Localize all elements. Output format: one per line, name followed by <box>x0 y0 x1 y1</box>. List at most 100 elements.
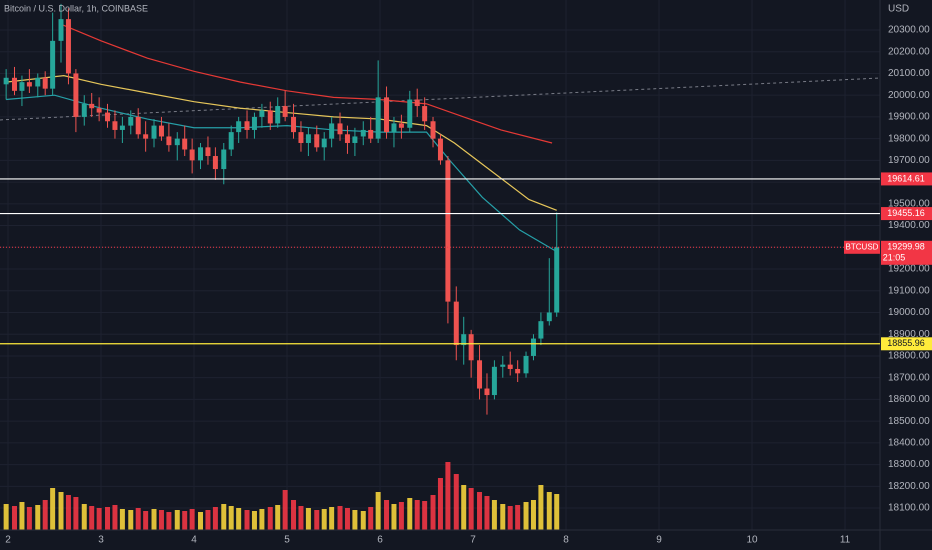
candle-body <box>554 247 560 313</box>
volume-bar <box>314 510 320 530</box>
volume-bar <box>112 505 118 530</box>
volume-bar <box>19 502 25 530</box>
volume-bar <box>546 492 552 530</box>
candle-body <box>19 82 25 91</box>
candle-body <box>212 156 218 170</box>
candle-body <box>119 125 125 130</box>
candle-body <box>128 116 134 126</box>
volume-bar <box>119 509 125 530</box>
candle-body <box>461 334 467 346</box>
candle-body <box>65 19 71 74</box>
candle-body <box>375 97 381 139</box>
candle-body <box>507 364 513 369</box>
x-tick-label: 6 <box>377 535 383 546</box>
moving-average <box>6 94 558 253</box>
volume-bar <box>105 507 111 530</box>
volume-bar <box>151 509 157 530</box>
volume-bar <box>228 506 234 530</box>
y-tick-label: 19000.00 <box>888 307 930 318</box>
volume-bar <box>538 485 544 530</box>
x-tick-label: 5 <box>284 535 290 546</box>
x-tick-label: 7 <box>470 535 476 546</box>
y-tick-label: 18700.00 <box>888 372 930 383</box>
volume-bar <box>81 504 87 530</box>
candle-body <box>477 360 483 389</box>
candle-body <box>182 138 188 150</box>
volume-bar <box>491 500 497 530</box>
candle-body <box>174 138 180 146</box>
x-tick-label: 3 <box>98 535 104 546</box>
candle-body <box>291 116 297 133</box>
volume-bar <box>244 510 250 530</box>
volume-bar <box>282 490 288 530</box>
candle-body <box>314 134 320 148</box>
x-tick-label: 2 <box>5 535 11 546</box>
candle-body <box>89 103 95 109</box>
volume-bar <box>453 474 459 530</box>
volume-bar <box>523 502 529 530</box>
candle-body <box>344 134 350 143</box>
volume-bar <box>135 508 141 530</box>
candle-body <box>73 73 79 117</box>
y-tick-label: 20200.00 <box>888 46 930 57</box>
candle-body <box>158 125 164 137</box>
candle-body <box>205 147 211 157</box>
volume-bar <box>26 507 32 530</box>
candle-body <box>58 19 64 41</box>
price-tag <box>881 337 932 351</box>
volume-bar <box>42 500 48 530</box>
volume-bar <box>391 504 397 530</box>
candle-body <box>437 138 443 161</box>
x-tick-label: 11 <box>840 535 851 546</box>
volume-bar <box>477 492 483 530</box>
y-tick-label: 18900.00 <box>888 329 930 340</box>
volume-bar <box>368 507 374 530</box>
volume-bar <box>352 510 358 530</box>
y-tick-label: 19100.00 <box>888 285 930 296</box>
volume-bar <box>89 506 95 530</box>
y-tick-label: 19900.00 <box>888 112 930 123</box>
candle-body <box>251 116 257 130</box>
volume-bar <box>65 495 71 530</box>
volume-bar <box>205 510 211 530</box>
volume-bar <box>437 478 443 530</box>
volume-bar <box>468 488 474 530</box>
x-tick-label: 10 <box>746 535 758 546</box>
volume-bar <box>189 509 195 530</box>
candle-body <box>221 149 227 170</box>
volume-bar <box>143 511 149 530</box>
volume-bar <box>128 510 134 530</box>
volume-bar <box>212 507 218 530</box>
price-tag <box>881 172 932 186</box>
last-price-label: 19299.98 <box>887 242 925 252</box>
candle-body <box>398 123 404 128</box>
volume-bar <box>166 512 172 530</box>
candle-body <box>35 77 41 87</box>
price-tag-label: 19455.16 <box>887 208 925 218</box>
candle-body <box>422 106 428 122</box>
volume-bar <box>375 492 381 530</box>
candle-body <box>198 147 204 161</box>
candle-body <box>42 77 48 89</box>
y-tick-label: 18300.00 <box>888 459 930 470</box>
candle-body <box>105 112 111 122</box>
y-tick-label: 20300.00 <box>888 25 930 36</box>
x-tick-label: 9 <box>656 535 662 546</box>
y-tick-label: 20100.00 <box>888 68 930 79</box>
candle-body <box>407 99 413 128</box>
candle-body <box>430 121 436 139</box>
y-tick-label: 19400.00 <box>888 220 930 231</box>
candle-body <box>414 99 420 107</box>
candle-body <box>352 136 358 143</box>
symbol-tag-label: BTCUSD <box>846 242 879 251</box>
volume-bar <box>305 508 311 530</box>
volume-bar <box>259 509 265 530</box>
candle-body <box>298 132 304 143</box>
candle-body <box>384 97 390 133</box>
volume-bar <box>182 511 188 530</box>
volume-bar <box>407 498 413 530</box>
candle-body <box>135 116 141 135</box>
grid <box>0 0 880 530</box>
y-tick-label: 18100.00 <box>888 503 930 514</box>
